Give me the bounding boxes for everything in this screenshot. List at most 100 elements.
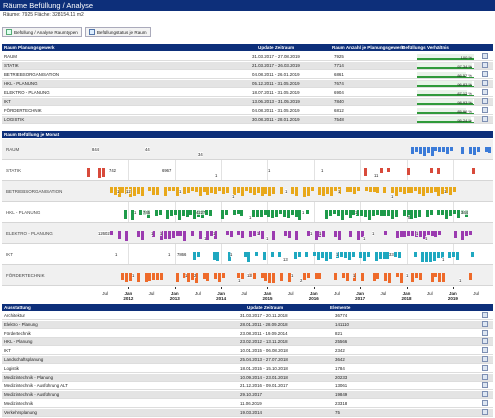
monthly-fill-bar[interactable] <box>437 187 441 196</box>
open-icon[interactable] <box>482 116 488 122</box>
monthly-fill-bar[interactable] <box>398 187 402 192</box>
monthly-fill-bar[interactable] <box>136 273 140 282</box>
monthly-fill-bar[interactable] <box>411 231 415 236</box>
monthly-fill-bar[interactable] <box>364 210 368 217</box>
table-row[interactable]: IKT 10.01.2015 - 06.08.2018 2342 <box>2 347 493 356</box>
monthly-fill-bar[interactable] <box>472 168 476 174</box>
monthly-fill-bar[interactable] <box>190 187 194 191</box>
monthly-fill-bar[interactable] <box>224 210 228 215</box>
open-icon[interactable] <box>482 53 488 59</box>
table-row[interactable]: HKL - Planung 23.02.2012 - 13.11.2018 2556… <box>2 338 493 347</box>
monthly-fill-bar[interactable] <box>469 273 473 280</box>
monthly-fill-bar[interactable] <box>382 252 386 259</box>
raumtypen-analysis-button[interactable]: Befüllung / Analyse Raumtypen <box>2 27 82 37</box>
monthly-fill-bar[interactable] <box>344 210 348 215</box>
monthly-fill-bar[interactable] <box>260 187 264 196</box>
monthly-fill-bar[interactable] <box>306 187 310 196</box>
monthly-fill-bar[interactable] <box>345 187 349 192</box>
monthly-fill-bar[interactable] <box>255 210 259 217</box>
monthly-fill-bar[interactable] <box>197 252 201 257</box>
monthly-fill-bar[interactable] <box>190 231 194 236</box>
monthly-fill-bar[interactable] <box>121 273 125 280</box>
monthly-fill-bar[interactable] <box>187 187 191 193</box>
monthly-fill-bar[interactable] <box>262 252 266 260</box>
open-icon[interactable] <box>482 338 488 345</box>
monthly-fill-bar[interactable] <box>190 273 194 280</box>
monthly-fill-bar[interactable] <box>333 210 337 214</box>
open-icon[interactable] <box>482 391 488 398</box>
monthly-fill-bar[interactable] <box>418 231 422 237</box>
monthly-fill-bar[interactable] <box>279 210 283 214</box>
monthly-fill-bar[interactable] <box>241 231 245 238</box>
monthly-fill-bar[interactable] <box>394 210 398 217</box>
monthly-fill-bar[interactable] <box>295 187 299 196</box>
monthly-fill-bar[interactable] <box>297 252 301 257</box>
monthly-fill-bar[interactable] <box>255 252 259 256</box>
monthly-fill-bar[interactable] <box>411 273 415 282</box>
monthly-fill-bar[interactable] <box>440 252 444 258</box>
monthly-fill-bar[interactable] <box>438 231 442 235</box>
table-row[interactable]: FÖRDERTECHNIK 04.08.2011 - 31.05.2019 6812… <box>2 107 493 115</box>
monthly-fill-bar[interactable] <box>177 210 181 220</box>
monthly-fill-bar[interactable] <box>402 187 406 194</box>
monthly-fill-bar[interactable] <box>218 187 221 191</box>
monthly-fill-bar[interactable] <box>314 273 318 279</box>
monthly-fill-bar[interactable] <box>318 187 322 195</box>
monthly-fill-bar[interactable] <box>438 273 442 282</box>
monthly-fill-bar[interactable] <box>214 231 218 239</box>
monthly-fill-bar[interactable] <box>144 273 148 282</box>
monthly-fill-bar[interactable] <box>318 273 322 279</box>
monthly-fill-bar[interactable] <box>270 252 274 257</box>
monthly-fill-bar[interactable] <box>337 231 341 240</box>
monthly-fill-bar[interactable] <box>287 231 291 238</box>
monthly-fill-bar[interactable] <box>391 187 395 193</box>
monthly-fill-bar[interactable] <box>271 210 275 218</box>
monthly-fill-bar[interactable] <box>218 273 221 282</box>
monthly-fill-bar[interactable] <box>426 231 430 235</box>
monthly-fill-bar[interactable] <box>167 187 171 191</box>
open-icon[interactable] <box>482 373 488 380</box>
monthly-fill-bar[interactable] <box>156 187 160 195</box>
monthly-fill-bar[interactable] <box>333 187 337 191</box>
monthly-fill-bar[interactable] <box>476 147 480 152</box>
monthly-fill-bar[interactable] <box>351 252 355 257</box>
monthly-fill-bar[interactable] <box>445 147 449 154</box>
open-icon[interactable] <box>482 356 488 362</box>
open-icon[interactable] <box>482 364 488 371</box>
monthly-fill-bar[interactable] <box>310 187 314 191</box>
monthly-fill-bar[interactable] <box>322 231 326 237</box>
monthly-fill-bar[interactable] <box>357 187 361 191</box>
monthly-fill-bar[interactable] <box>240 210 244 216</box>
monthly-fill-bar[interactable] <box>228 252 232 261</box>
monthly-fill-bar[interactable] <box>133 187 136 196</box>
table-row[interactable]: Medizintechnik - Ausführung ALT 21.12.201… <box>2 382 493 391</box>
monthly-fill-bar[interactable] <box>98 168 102 178</box>
monthly-fill-bar[interactable] <box>333 273 337 280</box>
monthly-fill-bar[interactable] <box>194 273 198 283</box>
monthly-fill-bar[interactable] <box>272 187 276 194</box>
monthly-fill-bar[interactable] <box>426 147 430 153</box>
monthly-fill-bar[interactable] <box>429 187 433 193</box>
monthly-fill-bar[interactable] <box>368 187 372 192</box>
monthly-fill-bar[interactable] <box>456 252 459 260</box>
monthly-fill-bar[interactable] <box>286 210 290 218</box>
monthly-fill-bar[interactable] <box>303 187 306 197</box>
monthly-fill-bar[interactable] <box>343 252 347 258</box>
monthly-fill-bar[interactable] <box>375 210 379 215</box>
monthly-fill-bar[interactable] <box>267 210 271 217</box>
monthly-fill-bar[interactable] <box>429 168 433 173</box>
monthly-fill-bar[interactable] <box>449 187 453 195</box>
monthly-fill-bar[interactable] <box>372 273 376 281</box>
monthly-fill-bar[interactable] <box>152 231 156 237</box>
monthly-fill-bar[interactable] <box>204 210 208 215</box>
monthly-fill-bar[interactable] <box>384 231 388 235</box>
table-row[interactable]: LOGISTIK 30.08.2011 - 28.01.2019 7548 95.24… <box>2 116 493 124</box>
monthly-fill-bar[interactable] <box>237 273 241 278</box>
monthly-fill-bar[interactable] <box>167 231 171 239</box>
monthly-fill-bar[interactable] <box>221 273 225 278</box>
monthly-fill-bar[interactable] <box>160 273 164 280</box>
monthly-fill-bar[interactable] <box>125 273 129 282</box>
monthly-fill-bar[interactable] <box>364 187 368 191</box>
monthly-fill-bar[interactable] <box>349 187 353 192</box>
monthly-fill-bar[interactable] <box>371 210 375 216</box>
